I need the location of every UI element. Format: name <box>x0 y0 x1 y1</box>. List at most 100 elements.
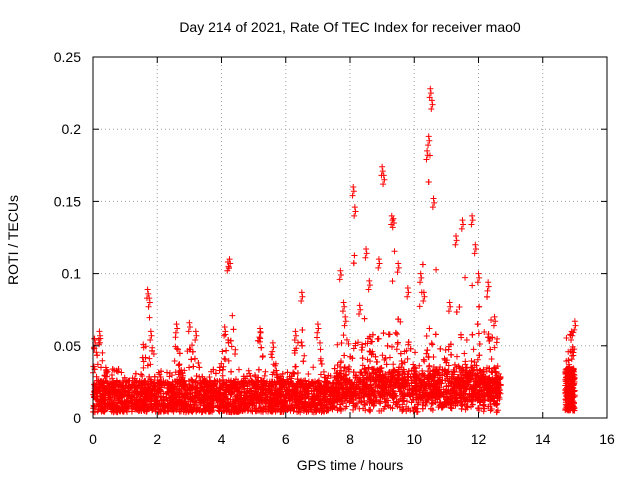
data-point <box>399 360 406 367</box>
data-point <box>466 386 473 393</box>
data-point <box>463 337 470 344</box>
data-point <box>369 365 376 372</box>
data-point <box>225 357 232 364</box>
data-point <box>201 401 208 408</box>
data-point <box>380 374 387 381</box>
data-point <box>171 357 178 364</box>
data-point <box>125 402 132 409</box>
data-point <box>99 357 106 364</box>
data-point <box>382 355 389 362</box>
data-point <box>149 347 156 354</box>
data-point <box>247 393 254 400</box>
data-point <box>146 314 153 321</box>
data-point <box>399 370 406 377</box>
data-point <box>462 274 469 281</box>
data-point <box>274 399 281 406</box>
data-point <box>219 407 226 414</box>
data-point <box>337 401 344 408</box>
data-point <box>402 383 409 390</box>
data-point <box>169 406 176 413</box>
data-point <box>454 399 461 406</box>
data-point <box>243 404 250 411</box>
data-point <box>109 375 116 382</box>
data-point <box>331 365 338 372</box>
data-point <box>146 403 153 410</box>
data-point <box>178 367 185 374</box>
data-point <box>398 387 405 394</box>
data-point <box>128 408 135 415</box>
data-point <box>178 390 185 397</box>
data-point <box>235 408 242 415</box>
data-point <box>334 397 341 404</box>
data-points <box>90 85 579 416</box>
data-point <box>317 371 324 378</box>
data-point <box>423 332 430 339</box>
data-point <box>493 402 500 409</box>
data-point <box>424 396 431 403</box>
data-point <box>497 373 504 380</box>
data-point <box>394 403 401 410</box>
data-point <box>411 404 418 411</box>
data-point <box>94 361 101 368</box>
data-point <box>447 351 454 358</box>
data-point <box>391 248 398 255</box>
data-point <box>429 399 436 406</box>
data-point <box>260 389 267 396</box>
data-point <box>296 384 303 391</box>
data-point <box>280 377 287 384</box>
data-point <box>292 402 299 409</box>
data-point <box>115 365 122 372</box>
data-point <box>334 362 341 369</box>
data-point <box>460 391 467 398</box>
data-point <box>343 403 350 410</box>
data-point <box>327 391 334 398</box>
data-point <box>400 366 407 373</box>
data-point <box>480 408 487 415</box>
data-point <box>423 350 430 357</box>
data-point <box>358 390 365 397</box>
data-point <box>160 393 167 400</box>
data-point <box>219 348 226 355</box>
data-point <box>156 379 163 386</box>
data-point <box>428 340 435 347</box>
data-point <box>376 373 383 380</box>
data-point <box>267 391 274 398</box>
data-point <box>318 399 325 406</box>
data-point <box>182 381 189 388</box>
data-point <box>394 331 401 338</box>
data-point <box>112 383 119 390</box>
data-point <box>258 344 265 351</box>
data-point <box>461 350 468 357</box>
data-point <box>140 358 147 365</box>
data-point <box>119 398 126 405</box>
data-point <box>142 394 149 401</box>
data-point <box>129 375 136 382</box>
data-point <box>488 355 495 362</box>
data-point <box>360 386 367 393</box>
data-point <box>352 404 359 411</box>
grid-lines <box>93 57 607 418</box>
data-point <box>385 331 392 338</box>
data-point <box>112 399 119 406</box>
data-point <box>315 377 322 384</box>
data-point <box>404 355 411 362</box>
data-point <box>395 316 402 323</box>
data-point <box>220 363 227 370</box>
data-point <box>383 384 390 391</box>
data-point <box>410 385 417 392</box>
data-point <box>298 339 305 346</box>
data-point <box>121 374 128 381</box>
data-point <box>403 347 410 354</box>
data-point <box>188 376 195 383</box>
data-point <box>109 366 116 373</box>
data-point <box>157 388 164 395</box>
data-point <box>295 398 302 405</box>
data-point <box>95 400 102 407</box>
data-point <box>108 408 115 415</box>
data-point <box>378 364 385 371</box>
data-point <box>248 399 255 406</box>
data-point <box>217 385 224 392</box>
data-point <box>284 402 291 409</box>
data-point <box>336 380 343 387</box>
data-point <box>273 374 280 381</box>
